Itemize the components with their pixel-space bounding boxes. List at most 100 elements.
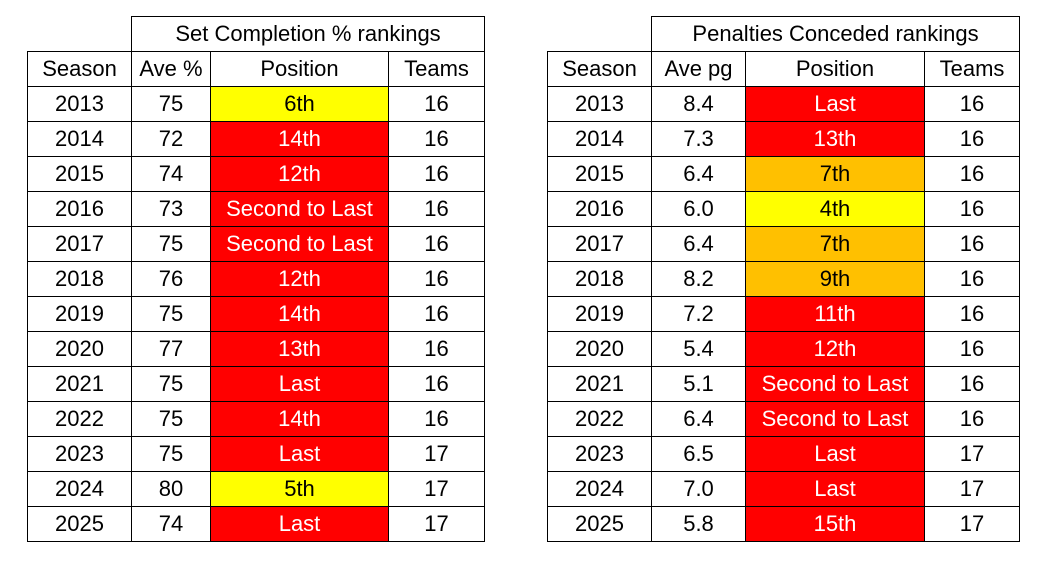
table-row: 2018 8.2 9th 16: [547, 261, 1021, 297]
table-row: 2015 6.4 7th 16: [547, 156, 1021, 192]
header-row: Season Ave pg Position Teams: [547, 51, 1021, 87]
table-row: 2013 8.4 Last 16: [547, 86, 1021, 122]
ave-cell: 76: [131, 261, 211, 297]
ave-cell: 6.4: [651, 401, 746, 437]
ave-cell: 7.3: [651, 121, 746, 157]
position-cell: 13th: [745, 121, 925, 157]
table-row: 2020 77 13th 16: [27, 331, 486, 367]
ave-cell: 75: [131, 366, 211, 402]
teams-cell: 16: [923, 296, 1021, 332]
position-cell: Last: [745, 471, 925, 507]
teams-cell: 16: [923, 191, 1021, 227]
position-cell: 14th: [210, 401, 389, 437]
position-cell: Second to Last: [210, 191, 389, 227]
position-cell: 11th: [745, 296, 925, 332]
ave-cell: 6.0: [651, 191, 746, 227]
set-completion-title: Set Completion % rankings: [130, 16, 486, 52]
season-cell: 2022: [547, 401, 652, 437]
season-cell: 2013: [547, 86, 652, 122]
table-row: 2018 76 12th 16: [27, 261, 486, 297]
table-row: 2015 74 12th 16: [27, 156, 486, 192]
ave-cell: 6.4: [651, 226, 746, 262]
table-row: 2025 74 Last 17: [27, 506, 486, 542]
teams-cell: 16: [923, 261, 1021, 297]
position-cell: 7th: [745, 156, 925, 192]
teams-cell: 16: [387, 121, 486, 157]
position-cell: Second to Last: [745, 366, 925, 402]
season-cell: 2025: [27, 506, 132, 542]
teams-cell: 16: [387, 401, 486, 437]
position-cell: Second to Last: [745, 401, 925, 437]
season-cell: 2018: [27, 261, 132, 297]
ave-cell: 74: [131, 156, 211, 192]
season-cell: 2025: [547, 506, 652, 542]
table-row: 2025 5.8 15th 17: [547, 506, 1021, 542]
table-row: 2016 6.0 4th 16: [547, 191, 1021, 227]
table-row: 2013 75 6th 16: [27, 86, 486, 122]
table-row: 2020 5.4 12th 16: [547, 331, 1021, 367]
table-row: 2024 7.0 Last 17: [547, 471, 1021, 507]
table-row: 2022 6.4 Second to Last 16: [547, 401, 1021, 437]
season-cell: 2021: [547, 366, 652, 402]
header-position: Position: [745, 51, 925, 87]
teams-cell: 16: [923, 401, 1021, 437]
teams-cell: 16: [387, 366, 486, 402]
season-cell: 2014: [27, 121, 132, 157]
ave-cell: 73: [131, 191, 211, 227]
header-teams: Teams: [387, 51, 486, 87]
position-cell: 7th: [745, 226, 925, 262]
header-ave: Ave pg: [651, 51, 746, 87]
position-cell: 9th: [745, 261, 925, 297]
penalties-body: Penalties Conceded rankings Season Ave p…: [547, 16, 1021, 542]
ave-cell: 75: [131, 296, 211, 332]
position-cell: 14th: [210, 296, 389, 332]
position-cell: Last: [210, 436, 389, 472]
table-row: 2019 75 14th 16: [27, 296, 486, 332]
table-row: 2016 73 Second to Last 16: [27, 191, 486, 227]
ave-cell: 6.5: [651, 436, 746, 472]
position-cell: 5th: [210, 471, 389, 507]
position-cell: 12th: [210, 261, 389, 297]
ave-cell: 6.4: [651, 156, 746, 192]
season-cell: 2017: [547, 226, 652, 262]
ave-cell: 7.0: [651, 471, 746, 507]
position-cell: Last: [210, 506, 389, 542]
header-row: Season Ave % Position Teams: [27, 51, 486, 87]
season-cell: 2019: [27, 296, 132, 332]
set-completion-table: Set Completion % rankings Season Ave % P…: [27, 16, 486, 542]
teams-cell: 16: [387, 226, 486, 262]
table-row: 2014 72 14th 16: [27, 121, 486, 157]
table-row: 2017 75 Second to Last 16: [27, 226, 486, 262]
season-cell: 2024: [27, 471, 132, 507]
season-cell: 2024: [547, 471, 652, 507]
season-cell: 2021: [27, 366, 132, 402]
teams-cell: 16: [387, 331, 486, 367]
ave-cell: 75: [131, 86, 211, 122]
teams-cell: 16: [387, 261, 486, 297]
position-cell: 15th: [745, 506, 925, 542]
season-cell: 2023: [27, 436, 132, 472]
ave-cell: 75: [131, 436, 211, 472]
season-cell: 2015: [27, 156, 132, 192]
header-season: Season: [547, 51, 652, 87]
table-row: 2019 7.2 11th 16: [547, 296, 1021, 332]
table-row: 2024 80 5th 17: [27, 471, 486, 507]
position-cell: 14th: [210, 121, 389, 157]
ave-cell: 8.4: [651, 86, 746, 122]
position-cell: Last: [210, 366, 389, 402]
table-row: 2014 7.3 13th 16: [547, 121, 1021, 157]
title-row: Penalties Conceded rankings: [547, 16, 1021, 52]
season-cell: 2016: [27, 191, 132, 227]
season-cell: 2023: [547, 436, 652, 472]
season-cell: 2013: [27, 86, 132, 122]
position-cell: Last: [745, 86, 925, 122]
teams-cell: 17: [387, 436, 486, 472]
ave-cell: 5.8: [651, 506, 746, 542]
teams-cell: 17: [923, 436, 1021, 472]
teams-cell: 17: [387, 506, 486, 542]
table-row: 2017 6.4 7th 16: [547, 226, 1021, 262]
season-cell: 2018: [547, 261, 652, 297]
position-cell: Last: [745, 436, 925, 472]
header-ave: Ave %: [131, 51, 211, 87]
season-cell: 2019: [547, 296, 652, 332]
